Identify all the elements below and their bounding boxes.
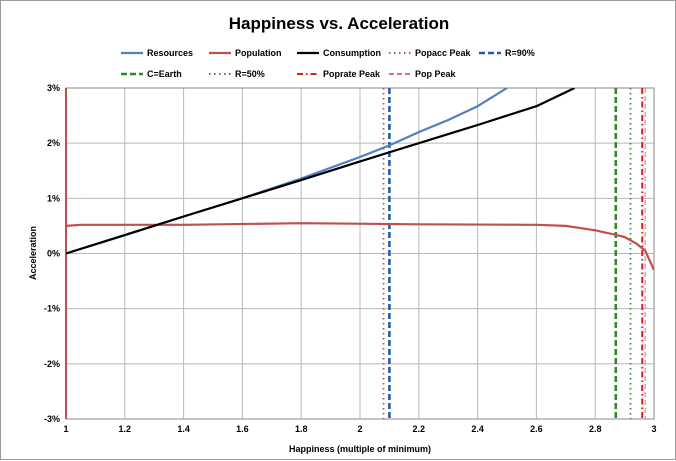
legend-label-poprate-peak: Poprate Peak — [323, 69, 381, 79]
y-tick-label: 2% — [47, 138, 60, 148]
series-consumption — [66, 88, 576, 255]
legend-label-popacc-peak: Popacc Peak — [415, 48, 472, 58]
y-axis-label: Acceleration — [28, 226, 38, 280]
y-tick-label: -1% — [44, 304, 60, 314]
legend: Resources Population Consumption Popacc Pea… — [121, 48, 535, 79]
x-tick-label: 1.8 — [295, 424, 308, 434]
x-tick-label: 2.6 — [530, 424, 543, 434]
legend-label-r-90: R=90% — [505, 48, 535, 58]
legend-label-pop-peak: Pop Peak — [415, 69, 457, 79]
x-tick-label: 1.2 — [119, 424, 132, 434]
legend-label-r-50: R=50% — [235, 69, 265, 79]
legend-label-consumption: Consumption — [323, 48, 381, 58]
x-axis-label: Happiness (multiple of minimum) — [289, 444, 431, 454]
legend-label-resources: Resources — [147, 48, 193, 58]
legend-label-population: Population — [235, 48, 282, 58]
x-tick-label: 1.4 — [177, 424, 190, 434]
x-tick-label: 2.4 — [471, 424, 484, 434]
series-population — [66, 222, 654, 271]
y-tick-label: -2% — [44, 359, 60, 369]
x-tick-label: 1 — [63, 424, 68, 434]
x-tick-label: 3 — [651, 424, 656, 434]
legend-label-c-earth: C=Earth — [147, 69, 182, 79]
x-axis-ticks: 1 1.2 1.4 1.6 1.8 2 2.2 2.4 2.6 2.8 3 — [63, 424, 656, 434]
x-tick-label: 2.2 — [413, 424, 426, 434]
y-tick-label: -3% — [44, 414, 60, 424]
x-tick-label: 2.8 — [589, 424, 602, 434]
y-tick-label: 3% — [47, 83, 60, 93]
x-tick-label: 1.6 — [236, 424, 249, 434]
y-axis-ticks: 3% 2% 1% 0% -1% -2% -3% — [44, 83, 60, 424]
y-tick-label: 1% — [47, 193, 60, 203]
y-tick-label: 0% — [47, 249, 60, 259]
x-tick-label: 2 — [357, 424, 362, 434]
chart-title: Happiness vs. Acceleration — [229, 14, 449, 33]
series-lines — [66, 88, 654, 271]
